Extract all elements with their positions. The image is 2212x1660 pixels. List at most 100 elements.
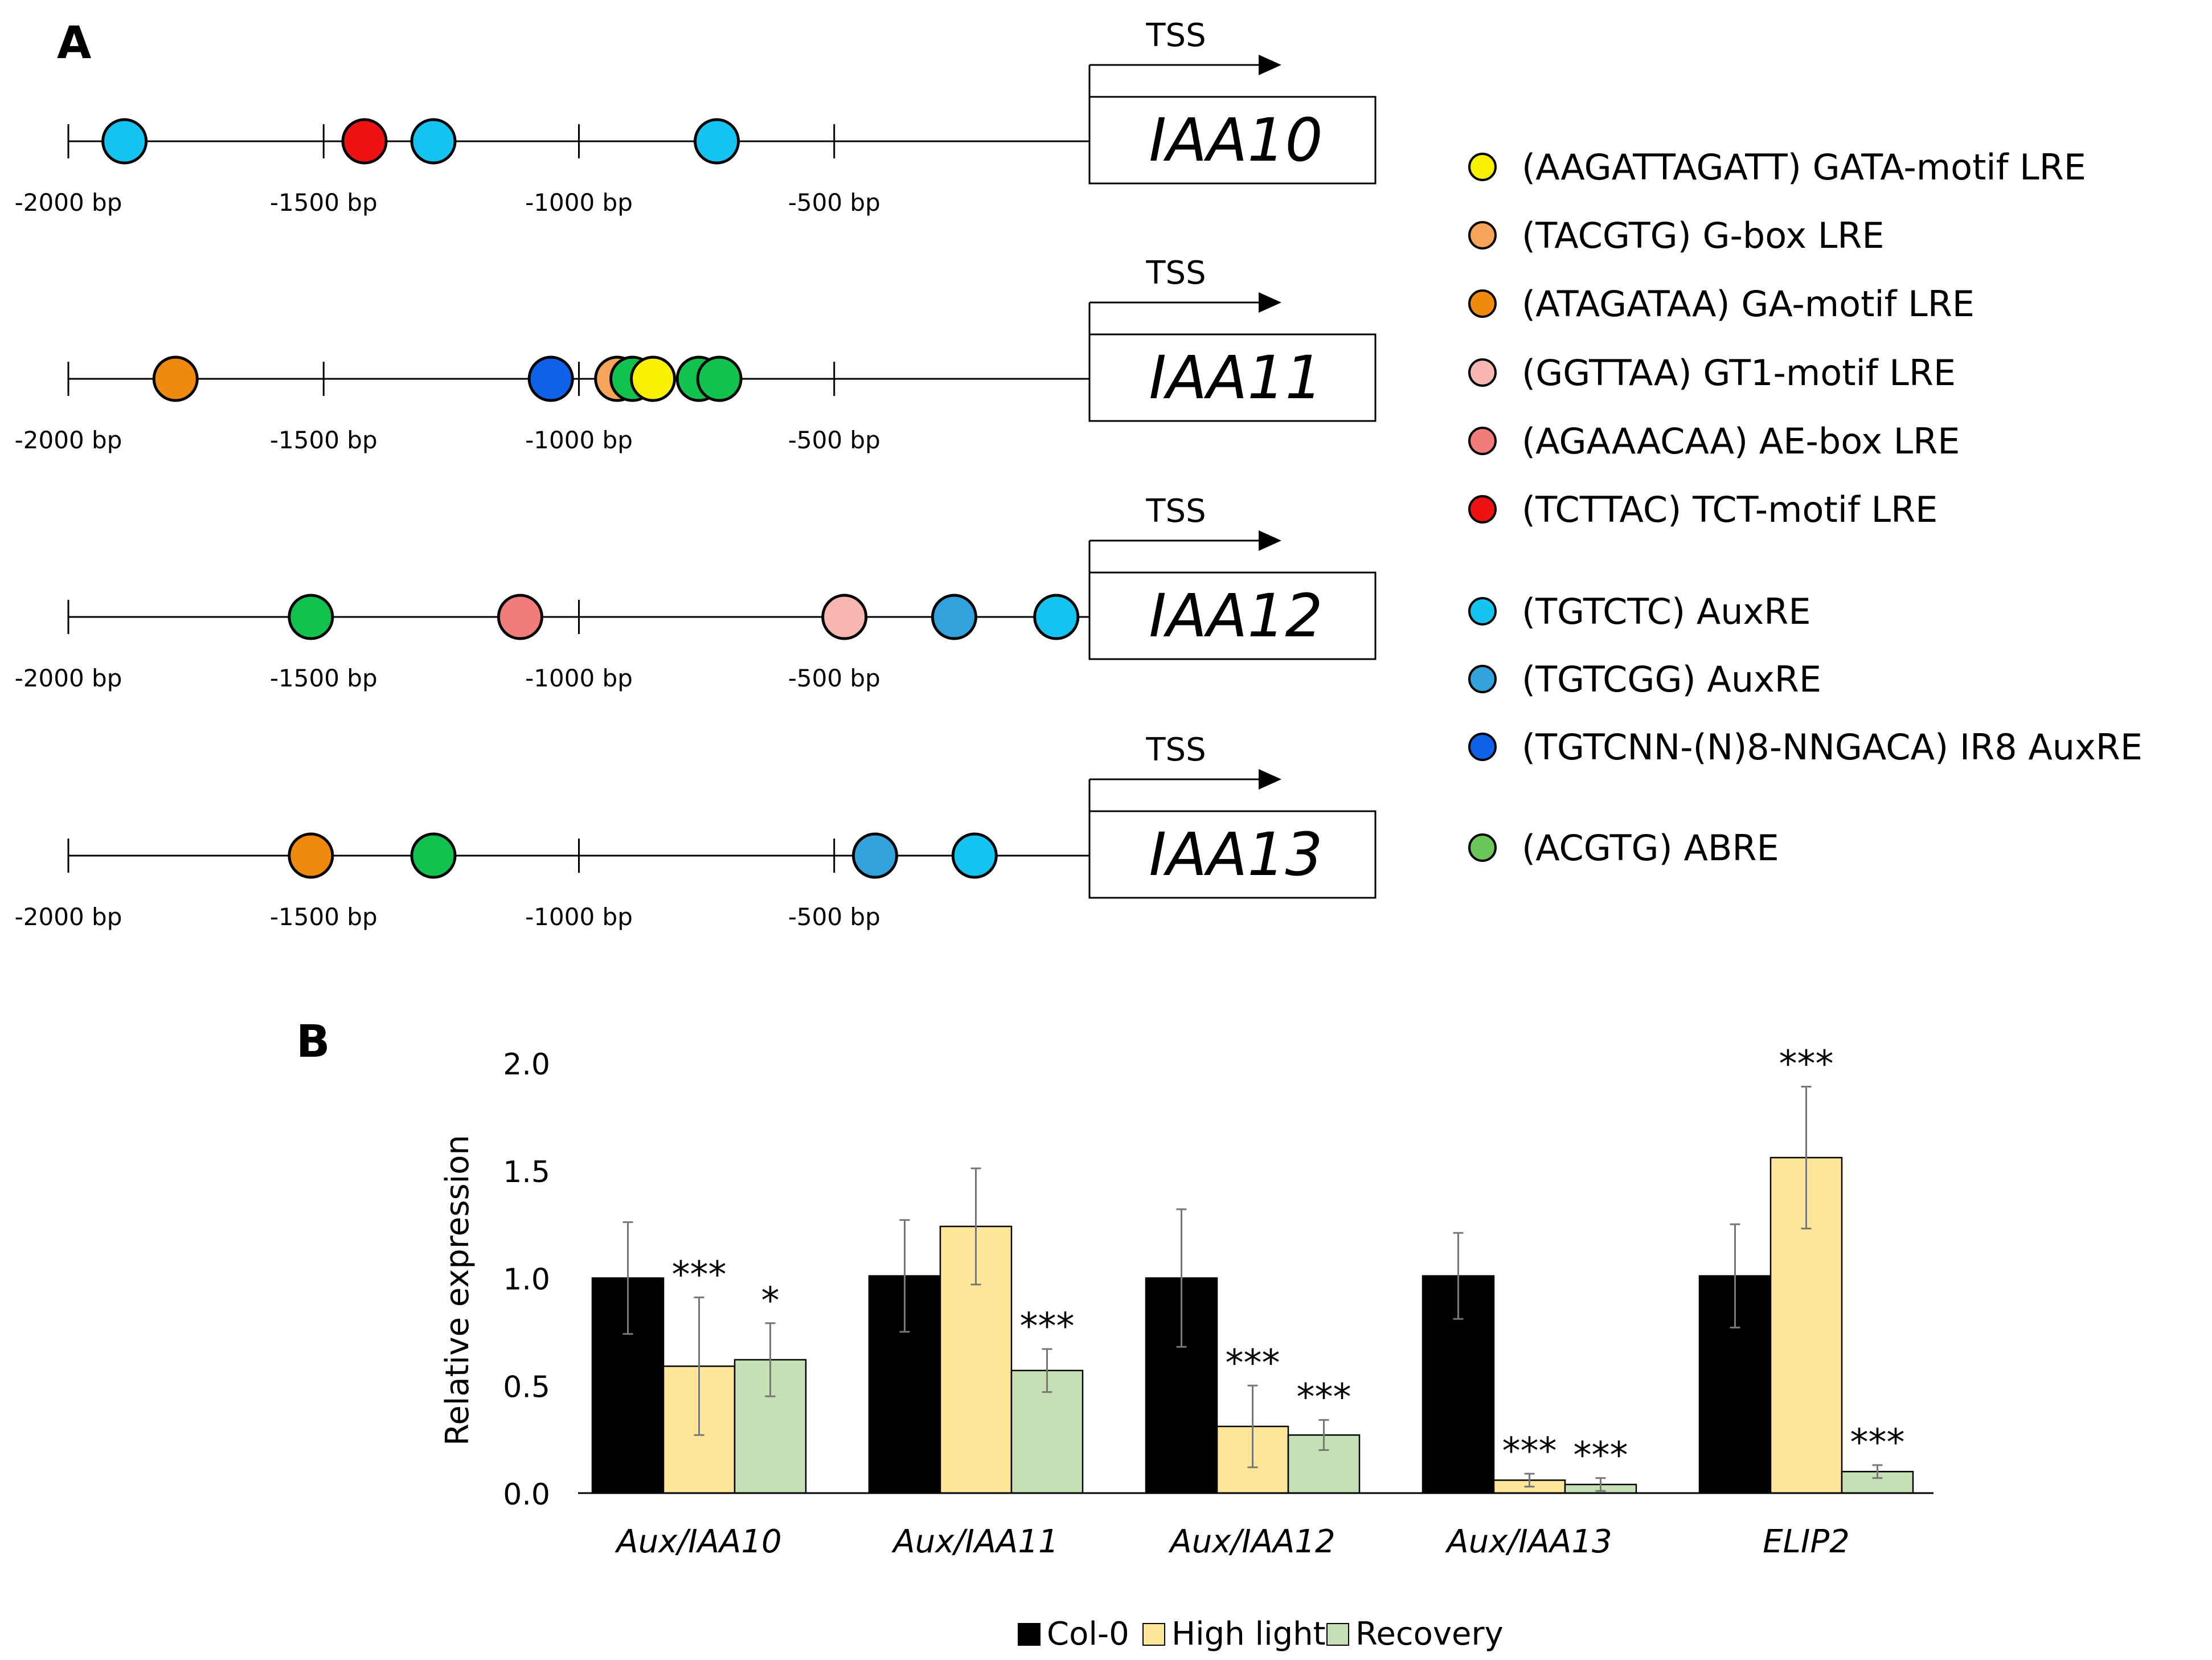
motif-legend-label: (AGAAACAA) AE-box LRE (1522, 420, 1960, 462)
motif-site-marker (288, 594, 334, 640)
significance-label: *** (1226, 1342, 1280, 1384)
tss-label: TSS (1145, 17, 1206, 54)
series-legend-item: Recovery (1326, 1616, 1504, 1653)
y-axis-ticks: 0.0 0.5 1.0 1.5 2.0 (503, 1048, 550, 1512)
motif-site-marker (1033, 594, 1080, 640)
motif-legend-item: (TGTCNN-(N)8-NNGACA) IR8 AuxRE (1468, 726, 2143, 768)
tick-label: -1500 bp (270, 664, 378, 692)
motif-site-marker (341, 118, 388, 165)
tick-label: -500 bp (788, 903, 880, 931)
motif-site-marker (951, 832, 998, 879)
gene-box (1088, 810, 1377, 899)
motif-legend-swatch (1468, 833, 1497, 862)
y-tick-label: 1.0 (503, 1263, 550, 1297)
tss-arrow-head (1259, 55, 1281, 75)
panel-a-label: A (57, 18, 91, 69)
gene-box (1088, 333, 1377, 422)
tss-arrow-head (1259, 769, 1281, 790)
series-legend-label: High light (1171, 1616, 1326, 1653)
panel-b-expression-chart: B Relative expression 0.00.51.01.52.0 **… (296, 1016, 1934, 1653)
motif-legend-label: (TGTCTC) AuxRE (1522, 591, 1811, 632)
series-legend: Col-0 High light Recovery (1018, 1616, 1504, 1653)
gene-box (1088, 96, 1377, 185)
motif-site-marker (821, 594, 868, 640)
motif-legend-swatch (1468, 665, 1497, 693)
motif-legend-label: (ATAGATAA) GA-motif LRE (1522, 283, 1975, 325)
motif-legend-label: (ACGTG) ABRE (1522, 827, 1779, 869)
x-tick-label: Aux/IAA10 (615, 1523, 781, 1560)
motif-legend-item: (AAGATTAGATT) GATA-motif LRE (1468, 146, 2086, 188)
motif-legend-swatch (1468, 597, 1497, 625)
tick-label: -1500 bp (270, 189, 378, 216)
motif-site-marker (696, 355, 743, 402)
bar-group: *** *** (1422, 1232, 1637, 1494)
series-legend-swatch (1326, 1623, 1349, 1646)
y-tick-label: 1.5 (503, 1155, 550, 1189)
motif-legend-swatch (1468, 289, 1497, 318)
significance-label: * (761, 1280, 780, 1322)
motif-site-marker (931, 594, 977, 640)
motif-site-marker (851, 832, 898, 879)
gene-rows: -2000 bp -1500 bp -1000 bp -500 bpIAA10TSS-… (15, 17, 1377, 931)
motif-legend-item: (AGAAACAA) AE-box LRE (1468, 420, 1960, 462)
series-legend-item: Col-0 (1018, 1616, 1129, 1653)
motif-legend-item: (GGTTAA) GT1-motif LRE (1468, 352, 1956, 394)
tick-label: -2000 bp (15, 426, 122, 454)
gene-name: IAA11 (1149, 343, 1322, 412)
bar-groups: **************** ********* (591, 1044, 1914, 1494)
tick-label: -1500 bp (270, 426, 378, 454)
motif-legend-item: (TGTCTC) AuxRE (1468, 591, 1811, 632)
significance-label: *** (672, 1254, 727, 1296)
tick-label: -1000 bp (525, 664, 633, 692)
gene-name: IAA13 (1149, 820, 1322, 889)
motif-legend-swatch (1468, 733, 1497, 761)
gene-box (1088, 571, 1377, 660)
tick-label: -2000 bp (15, 903, 122, 931)
tick-label: -1000 bp (525, 903, 633, 931)
motif-legend-swatch (1468, 153, 1497, 181)
y-axis-label: Relative expression (439, 1135, 476, 1446)
panel-b-label: B (296, 1016, 330, 1068)
tss-label: TSS (1145, 493, 1206, 530)
y-tick-label: 2.0 (503, 1048, 550, 1082)
gene-row-iaa11: -2000 bp -1500 bp -1000 bp -500 bp IAA11 TSS (15, 255, 1377, 454)
tss-label: TSS (1145, 731, 1206, 768)
motif-legend-label: (TACGTG) G-box LRE (1522, 215, 1885, 256)
x-tick-label: Aux/IAA11 (891, 1523, 1058, 1560)
tss-arrow-head (1259, 292, 1281, 313)
motif-legend-swatch (1468, 495, 1497, 524)
tick-label: -1000 bp (525, 426, 633, 454)
bar-group: *** (868, 1167, 1084, 1494)
motif-legend-label: (TGTCGG) AuxRE (1522, 659, 1821, 700)
gene-row-iaa10: -2000 bp -1500 bp -1000 bp -500 bp IAA10 TSS (15, 17, 1377, 216)
x-axis-labels: Aux/IAA10 Aux/IAA11 Aux/IAA12 Aux/IAA13 ELIP… (615, 1523, 1849, 1560)
motif-legend-label: (TCTTAC) TCT-motif LRE (1522, 489, 1937, 530)
tick-label: -500 bp (788, 426, 880, 454)
tss-label: TSS (1145, 255, 1206, 292)
x-tick-label: Aux/IAA13 (1445, 1523, 1612, 1560)
gene-row-iaa13: -2000 bp -1500 bp -1000 bp -500 bp IAA13 TSS (15, 731, 1377, 931)
significance-label: *** (1574, 1435, 1628, 1477)
motif-legend-swatch (1468, 358, 1497, 387)
bar-group: **** (591, 1221, 807, 1494)
gene-name: IAA10 (1149, 105, 1322, 175)
motif-legend-item: (TACGTG) G-box LRE (1468, 215, 1885, 256)
motif-site-marker (527, 355, 574, 402)
significance-label: *** (1850, 1422, 1905, 1464)
gene-name: IAA12 (1149, 581, 1322, 651)
tss-arrow-head (1259, 530, 1281, 551)
significance-label: *** (1297, 1377, 1351, 1419)
significance-label: *** (1779, 1044, 1834, 1086)
tick-label: -1500 bp (270, 903, 378, 931)
series-legend-label: Col-0 (1047, 1616, 1129, 1653)
x-tick-label: ELIP2 (1763, 1523, 1850, 1560)
bar-group: *** *** (1698, 1044, 1914, 1494)
motif-legend-swatch (1468, 221, 1497, 250)
significance-label: *** (1020, 1306, 1075, 1348)
bar-group: *** *** (1145, 1208, 1361, 1494)
motif-legend-item: (TGTCGG) AuxRE (1468, 659, 1821, 700)
tick-label: -500 bp (788, 664, 880, 692)
motif-site-marker (152, 355, 199, 402)
significance-label: *** (1502, 1430, 1557, 1473)
motif-legend-label: (AAGATTAGATT) GATA-motif LRE (1522, 146, 2086, 188)
